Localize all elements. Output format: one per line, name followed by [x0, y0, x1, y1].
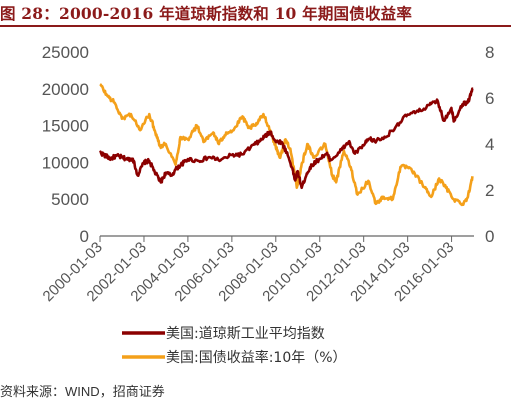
- y-left-tick-label: 15000: [42, 117, 89, 136]
- series-line-dow-jones: [99, 87, 474, 190]
- y-left-tick-label: 0: [80, 227, 89, 246]
- source-note: 资料来源：WIND，招商证券: [0, 381, 165, 400]
- series-line-treasury-10y: [99, 83, 474, 207]
- y-right-tick-label: 0: [485, 227, 494, 246]
- title-rule: [0, 25, 511, 27]
- series-layer: [99, 83, 474, 207]
- y-left-tick-label: 10000: [42, 153, 89, 172]
- legend-label: 美国:国债收益率:10年（%）: [166, 349, 347, 366]
- y-left-tick-label: 25000: [42, 43, 89, 62]
- y-right-tick-label: 2: [485, 181, 494, 200]
- source-name: WIND: [65, 384, 100, 399]
- axes-group: 0500010000150002000025000024682000-01-03…: [40, 43, 495, 305]
- y-right-tick-label: 4: [485, 135, 494, 154]
- figure-title: 图 28：2000-2016 年道琼斯指数和 10 年期国债收益率: [0, 4, 413, 23]
- y-right-tick-label: 8: [485, 43, 494, 62]
- legend-label: 美国:道琼斯工业平均指数: [166, 326, 325, 342]
- y-left-tick-label: 20000: [42, 80, 89, 99]
- y-right-tick-label: 6: [485, 89, 494, 108]
- source-prefix: 资料来源：: [0, 385, 66, 400]
- source-suffix: ，招商证券: [99, 385, 165, 400]
- y-left-tick-label: 5000: [51, 190, 89, 209]
